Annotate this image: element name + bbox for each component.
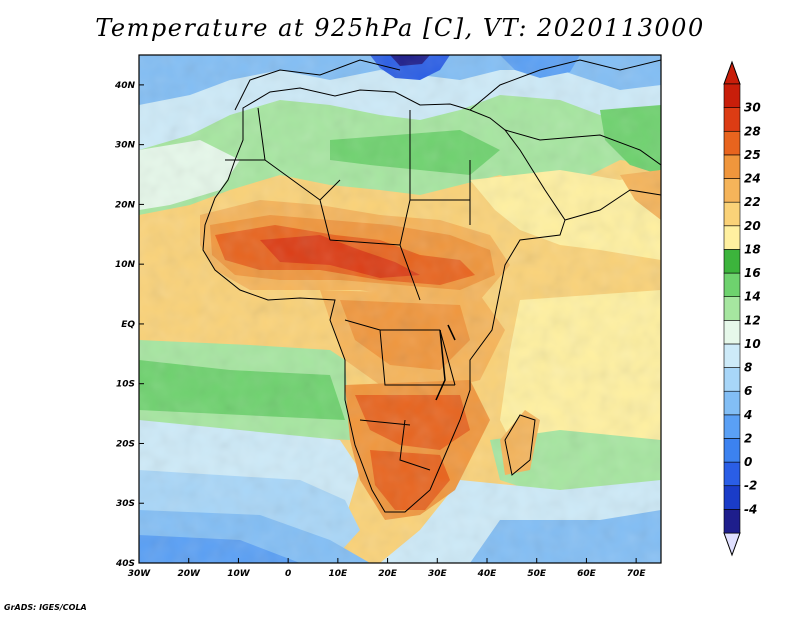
lon-tick-label: 10E bbox=[329, 569, 349, 579]
colorbar-label: 22 bbox=[744, 195, 761, 209]
lat-tick-label: 10N bbox=[115, 260, 136, 270]
lon-tick-label: 40E bbox=[477, 569, 498, 579]
lon-tick-label: 20E bbox=[378, 569, 398, 579]
colorbar-label: 0 bbox=[744, 455, 752, 469]
colorbar-label: 25 bbox=[744, 148, 761, 162]
colorbar-swatch bbox=[723, 485, 741, 510]
lat-tick-label: EQ bbox=[121, 320, 135, 330]
colorbar-swatch bbox=[723, 178, 741, 203]
coastlines bbox=[202, 59, 661, 513]
colorbar-label: 2 bbox=[744, 431, 752, 445]
temperature-field bbox=[139, 55, 661, 563]
colorbar-swatch bbox=[723, 130, 741, 156]
lat-tick-label: 40N bbox=[114, 81, 136, 91]
lon-tick-label: 60E bbox=[577, 569, 597, 579]
lon-tick-label: 50E bbox=[527, 569, 547, 579]
colorbar-swatch bbox=[723, 367, 741, 392]
grads-credit: GrADS: IGES/COLA bbox=[4, 603, 87, 612]
colorbar-label: 8 bbox=[744, 361, 752, 375]
map-title: Temperature at 925hPa [C], VT: 202011300… bbox=[95, 14, 705, 42]
colorbar-under-triangle bbox=[723, 532, 741, 557]
colorbar-swatch bbox=[723, 272, 741, 297]
lat-tick-label: 30S bbox=[116, 499, 135, 509]
lat-tick-label: 40S bbox=[115, 559, 135, 569]
colorbar-swatch bbox=[723, 154, 741, 179]
colorbar-label: 10 bbox=[744, 337, 761, 351]
colorbar-swatch bbox=[723, 461, 741, 487]
axis-ticks bbox=[138, 84, 637, 564]
lat-tick-label: 20S bbox=[116, 439, 135, 449]
colorbar-label: -2 bbox=[744, 479, 757, 493]
colorbar-swatch bbox=[723, 107, 741, 132]
colorbar-over-triangle bbox=[723, 60, 741, 85]
colorbar-swatch bbox=[723, 320, 741, 345]
colorbar-label: 4 bbox=[743, 408, 752, 422]
lat-tick-label: 20N bbox=[115, 200, 136, 210]
colorbar-label: 14 bbox=[744, 290, 761, 304]
colorbar-label: 6 bbox=[744, 384, 752, 398]
lon-tick-label: 0 bbox=[285, 569, 291, 579]
colorbar-swatch bbox=[723, 201, 741, 227]
colorbar-swatch bbox=[723, 438, 741, 463]
lon-tick-label: 20W bbox=[177, 569, 201, 579]
colorbar-label: 16 bbox=[744, 266, 761, 280]
colorbar-label: 20 bbox=[744, 219, 761, 233]
colorbar-swatch bbox=[723, 390, 741, 416]
colorbar-label: 28 bbox=[744, 124, 761, 138]
colorbar-swatch bbox=[723, 249, 741, 274]
colorbar-swatch bbox=[723, 296, 741, 321]
lat-tick-label: 30N bbox=[115, 141, 136, 151]
colorbar-label: 18 bbox=[744, 242, 761, 256]
colorbar-label: 24 bbox=[744, 172, 761, 186]
colorbar-label: -4 bbox=[744, 502, 757, 516]
colorbar-swatch bbox=[723, 225, 741, 250]
colorbar-swatch bbox=[723, 343, 741, 368]
plot-frame bbox=[138, 54, 662, 564]
colorbar-label: 12 bbox=[744, 313, 761, 327]
lon-tick-label: 70E bbox=[627, 569, 647, 579]
axis-labels: 30W 20W 10W 0 10E 20E 30E 40E 50E 60E 70E 40N 30N 20N… bbox=[114, 81, 646, 579]
lon-tick-label: 30W bbox=[128, 569, 152, 579]
lon-tick-label: 10W bbox=[227, 569, 251, 579]
lat-tick-label: 10S bbox=[116, 380, 135, 390]
colorbar-swatch bbox=[723, 83, 741, 108]
colorbar-label: 30 bbox=[744, 101, 761, 115]
colorbar-swatch bbox=[723, 414, 741, 439]
lon-tick-label: 30E bbox=[428, 569, 448, 579]
colorbar-swatch bbox=[723, 509, 741, 534]
